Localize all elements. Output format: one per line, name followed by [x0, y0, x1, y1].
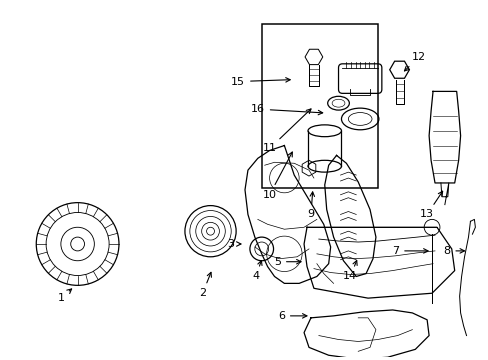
Text: 15: 15	[231, 77, 289, 86]
Text: 5: 5	[273, 257, 301, 267]
Text: 9: 9	[307, 192, 314, 220]
Text: 6: 6	[277, 311, 306, 321]
Text: 13: 13	[419, 191, 442, 220]
Text: 14: 14	[343, 261, 357, 282]
Text: 2: 2	[199, 273, 211, 298]
Text: 7: 7	[391, 246, 427, 256]
Text: 8: 8	[442, 246, 464, 256]
Text: 1: 1	[57, 289, 71, 303]
Text: 4: 4	[252, 261, 262, 282]
Bar	[261, 24, 377, 188]
Text: 10: 10	[262, 152, 292, 200]
Text: 11: 11	[262, 109, 310, 153]
Text: 3: 3	[226, 239, 241, 249]
Text: 12: 12	[404, 52, 426, 71]
Text: 16: 16	[250, 104, 322, 115]
